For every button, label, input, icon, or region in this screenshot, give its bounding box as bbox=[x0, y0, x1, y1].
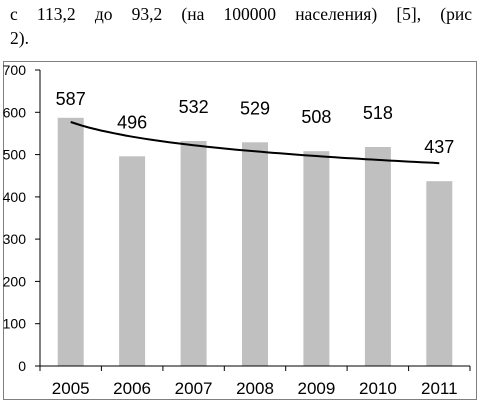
y-tick-label-700: 700 bbox=[3, 62, 27, 78]
x-tick-label-2007: 2007 bbox=[175, 379, 213, 398]
bar-2005 bbox=[57, 117, 84, 366]
data-label-2011: 437 bbox=[424, 137, 454, 157]
y-tick-label-500: 500 bbox=[3, 147, 27, 163]
x-tick-label-2011: 2011 bbox=[421, 379, 458, 398]
data-label-2006: 496 bbox=[117, 112, 147, 132]
bar-2009 bbox=[303, 151, 330, 366]
data-label-2009: 508 bbox=[301, 107, 331, 127]
data-label-2005: 587 bbox=[56, 89, 86, 109]
bar-2008 bbox=[242, 142, 268, 366]
y-tick-label-400: 400 bbox=[3, 189, 27, 205]
y-tick-label-0: 0 bbox=[18, 358, 26, 374]
x-tick-label-2008: 2008 bbox=[236, 379, 274, 398]
x-tick-label-2006: 2006 bbox=[113, 379, 151, 398]
body-text: с 113,2 до 93,2 (на 100000 населения) [5… bbox=[10, 2, 472, 50]
data-label-2010: 518 bbox=[363, 103, 393, 123]
bar-2010 bbox=[364, 147, 391, 366]
data-label-2007: 532 bbox=[179, 97, 209, 117]
x-tick-label-2009: 2009 bbox=[297, 379, 335, 398]
bar-chart: 587 496 532 529 508 518 437 0 100 200 300 400 500 60… bbox=[3, 61, 477, 400]
bar-2011 bbox=[426, 181, 453, 366]
x-tick-label-2010: 2010 bbox=[359, 379, 397, 398]
chart-frame bbox=[3, 61, 477, 400]
y-tick-label-200: 200 bbox=[3, 273, 27, 289]
trend-line bbox=[70, 121, 440, 165]
y-tick-label-300: 300 bbox=[3, 231, 27, 247]
bar-2006 bbox=[119, 156, 146, 366]
data-label-2008: 529 bbox=[240, 98, 270, 118]
y-tick-label-600: 600 bbox=[3, 104, 27, 120]
y-tick-label-100: 100 bbox=[3, 316, 27, 332]
bar-2007 bbox=[180, 141, 207, 366]
x-tick-label-2005: 2005 bbox=[52, 379, 90, 398]
body-text-line-2: 2). bbox=[10, 28, 29, 48]
body-text-line-1: с 113,2 до 93,2 (на 100000 населения) [5… bbox=[10, 4, 472, 24]
